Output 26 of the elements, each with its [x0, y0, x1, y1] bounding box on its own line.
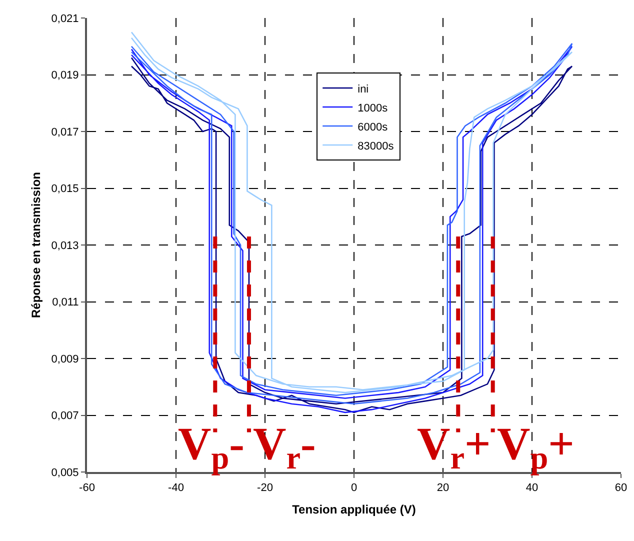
y-tick-label: 0,011	[52, 296, 79, 309]
annotation: V$_{r}$-	[253, 418, 316, 476]
y-tick-label: 0,017	[51, 126, 79, 138]
legend-label: 83000s	[358, 140, 394, 152]
y-tick-label: 0,015	[51, 183, 79, 196]
x-tick-label: 0	[350, 482, 358, 494]
y-tick-label: 0,019	[51, 70, 79, 82]
x-tick-label: -40	[168, 482, 184, 494]
y-tick-label: 0,013	[51, 240, 79, 252]
y-tick-label: 0,021	[51, 12, 79, 25]
x-tick-label: 40	[526, 482, 538, 494]
y-tick-label: 0,009	[51, 353, 79, 366]
y-axis-title: Réponse en transmission	[29, 172, 44, 318]
legend-label: 1000s	[358, 102, 388, 114]
y-tick-label: 0,005	[51, 466, 79, 479]
annotation: V$_{r}$+	[417, 418, 491, 476]
annotation: V$_{p}$-	[178, 418, 244, 476]
annotation: V$_{p}$+	[497, 418, 574, 476]
legend-label: 6000s	[358, 121, 388, 134]
x-tick-label: 60	[614, 482, 628, 494]
x-axis-title: Tension appliquée (V)	[292, 502, 416, 517]
y-tick-label: 0,007	[51, 410, 79, 422]
x-tick-label: -20	[257, 482, 273, 494]
x-tick-label: 20	[436, 482, 450, 494]
legend-label: ini	[358, 83, 369, 96]
x-tick-label: -60	[79, 482, 95, 494]
